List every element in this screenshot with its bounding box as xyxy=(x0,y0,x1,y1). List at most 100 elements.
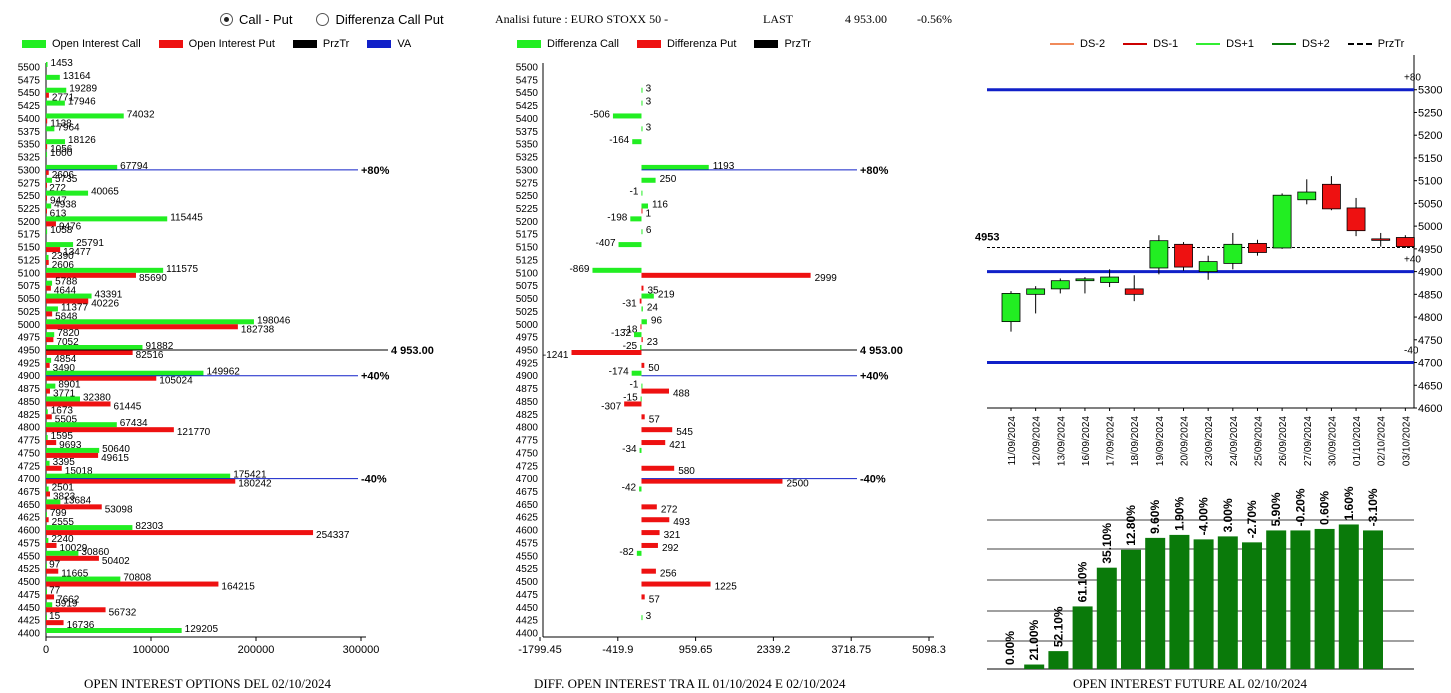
legend-swatch xyxy=(636,40,661,48)
call-put-radio[interactable]: Call - Put xyxy=(220,12,292,27)
legend-swatch xyxy=(517,40,541,48)
strike-tick-label: 4625 xyxy=(516,513,539,524)
strike-tick-label: 4475 xyxy=(516,590,539,601)
call-oi-bar xyxy=(46,550,79,556)
legend-item: DS-1 xyxy=(1123,38,1178,50)
put-oi-value-label: 49615 xyxy=(101,453,129,464)
diff-call-value-label: 6 xyxy=(646,225,652,236)
diff-call-bar xyxy=(640,396,642,402)
date-tick-label: 30/09/2024 xyxy=(1327,416,1338,466)
date-tick-label: 26/09/2024 xyxy=(1278,416,1289,466)
call-oi-value-label: 30860 xyxy=(81,547,109,558)
call-oi-value-label: 1000 xyxy=(50,148,73,159)
legend-label: VA xyxy=(397,38,412,50)
diff-put-value-label: 2999 xyxy=(815,273,838,284)
strike-tick-label: 4750 xyxy=(516,448,539,459)
future-oi-value-label: 35.10% xyxy=(1100,523,1114,564)
date-tick-label: 24/09/2024 xyxy=(1229,416,1240,466)
future-oi-value-label: 21.00% xyxy=(1027,620,1041,661)
strike-tick-label: 5325 xyxy=(516,153,539,164)
diff-call-bar xyxy=(641,100,643,106)
strike-tick-label: 4475 xyxy=(18,590,41,601)
future-oi-bar xyxy=(1121,549,1141,669)
call-oi-value-label: 2501 xyxy=(52,483,75,494)
call-oi-value-label: 67794 xyxy=(120,161,148,172)
diff-put-bar xyxy=(639,298,642,304)
strike-tick-label: 5250 xyxy=(516,191,539,202)
put-oi-value-label: 7662 xyxy=(57,594,80,605)
diff-call-put-radio[interactable]: Differenza Call Put xyxy=(316,12,444,27)
reference-line-label: 4 953.00 xyxy=(860,345,903,357)
call-oi-value-label: 129205 xyxy=(185,624,219,635)
reference-line-label: +40% xyxy=(860,371,889,383)
legend-swatch xyxy=(1050,43,1074,45)
put-oi-value-label: 3823 xyxy=(53,492,76,503)
strike-tick-label: 4550 xyxy=(516,551,539,562)
reference-line-label: -40% xyxy=(361,474,387,486)
date-tick-label: 11/09/2024 xyxy=(1007,416,1018,466)
call-oi-value-label: 1673 xyxy=(51,405,74,416)
future-oi-bar xyxy=(1363,530,1383,669)
put-oi-bar xyxy=(46,259,49,265)
put-oi-value-label: 82516 xyxy=(136,350,164,361)
future-oi-value-label: 1.90% xyxy=(1172,497,1186,531)
call-oi-bar xyxy=(46,100,65,106)
strike-tick-label: 4775 xyxy=(18,436,41,447)
strike-tick-label: 5000 xyxy=(516,320,539,331)
put-oi-bar xyxy=(46,465,62,471)
date-tick-label: 19/09/2024 xyxy=(1155,416,1166,466)
legend-item: Differenza Put xyxy=(636,38,736,50)
put-oi-value-label: 164215 xyxy=(221,582,255,593)
future-oi-value-label: 0.60% xyxy=(1318,491,1332,525)
diff-call-value-label: 116 xyxy=(652,200,668,211)
candle-body xyxy=(1100,276,1119,283)
diff-put-value-label: -1241 xyxy=(543,350,569,361)
call-oi-bar xyxy=(46,370,204,376)
legend-item: DS+1 xyxy=(1196,38,1254,50)
legend-swatch xyxy=(1123,43,1148,45)
future-title: Analisi future : EURO STOXX 50 - xyxy=(495,12,669,26)
future-oi-value-label: 52.10% xyxy=(1051,606,1065,647)
strike-tick-label: 4725 xyxy=(18,461,41,472)
caption-future: OPEN INTEREST FUTURE AL 02/10/2024 xyxy=(1073,676,1308,691)
strike-tick-label: 4925 xyxy=(516,358,539,369)
call-oi-value-label: 77 xyxy=(49,585,61,596)
band-label: -40 xyxy=(1404,346,1419,357)
call-oi-bar xyxy=(46,628,182,633)
legend-left: Open Interest Call Open Interest Put Prz… xyxy=(22,38,411,50)
diff-call-value-label: 219 xyxy=(658,290,675,301)
call-oi-value-label: 198046 xyxy=(257,315,291,326)
put-oi-bar xyxy=(46,324,238,330)
call-oi-bar xyxy=(46,139,66,145)
future-oi-bar xyxy=(1242,542,1262,669)
put-oi-bar xyxy=(46,221,56,227)
diff-call-bar xyxy=(641,177,656,183)
put-oi-bar xyxy=(46,144,48,150)
legend-item: Open Interest Call xyxy=(22,38,141,50)
put-oi-value-label: 121770 xyxy=(177,427,211,438)
future-oi-bar xyxy=(1338,524,1359,669)
call-oi-bar xyxy=(46,383,56,389)
put-oi-value-label: 3490 xyxy=(53,363,76,374)
strike-tick-label: 5275 xyxy=(516,178,539,189)
legend-label: DS-2 xyxy=(1080,38,1106,50)
diff-put-bar xyxy=(641,362,645,368)
put-oi-value-label: 4644 xyxy=(54,286,77,297)
diff-put-bar xyxy=(641,542,658,548)
strike-tick-label: 4575 xyxy=(18,538,41,549)
legend-label: DS-1 xyxy=(1153,38,1179,50)
diff-put-bar xyxy=(641,504,657,510)
put-oi-value-label: 2555 xyxy=(52,517,75,528)
diff-put-bar xyxy=(624,401,642,407)
put-oi-value-label: 16736 xyxy=(67,620,95,631)
call-oi-value-label: 4854 xyxy=(54,354,77,365)
diff-put-value-label: 256 xyxy=(660,569,677,580)
candle-body xyxy=(1346,207,1366,232)
diff-put-bar xyxy=(641,581,711,587)
diff-put-bar xyxy=(640,324,642,330)
call-oi-bar xyxy=(46,216,168,222)
legend-label: PrzTr xyxy=(322,38,350,50)
strike-tick-label: 4575 xyxy=(516,538,539,549)
candle-body xyxy=(1075,278,1095,282)
candle-body xyxy=(1395,237,1415,247)
